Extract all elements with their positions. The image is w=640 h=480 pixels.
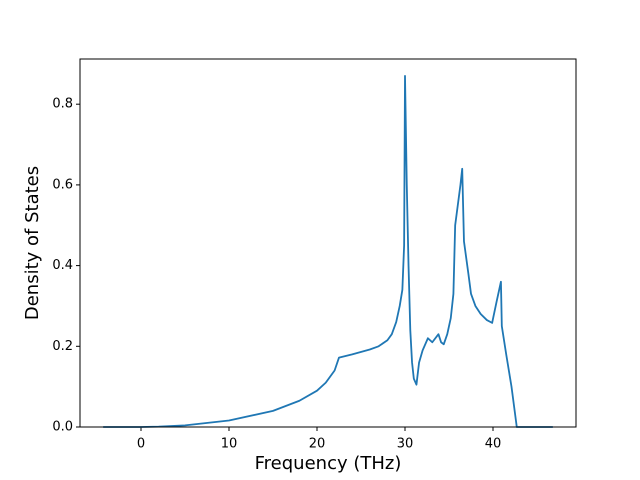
x-tick-label: 0 bbox=[137, 437, 145, 452]
x-tick-label: 10 bbox=[221, 437, 238, 452]
y-axis-label: Density of States bbox=[22, 166, 43, 320]
x-tick-label: 30 bbox=[397, 437, 414, 452]
x-axis-label: Frequency (THz) bbox=[255, 453, 402, 474]
y-tick-label: 0.6 bbox=[52, 177, 73, 192]
y-tick-label: 0.4 bbox=[52, 258, 73, 273]
plot-frame bbox=[79, 58, 577, 428]
data-line bbox=[103, 75, 553, 428]
y-tick-label: 0.0 bbox=[52, 420, 73, 435]
y-tick-label: 0.2 bbox=[52, 339, 73, 354]
y-tick-label: 0.8 bbox=[52, 97, 73, 112]
x-tick-label: 40 bbox=[485, 437, 502, 452]
x-tick-label: 20 bbox=[309, 437, 326, 452]
